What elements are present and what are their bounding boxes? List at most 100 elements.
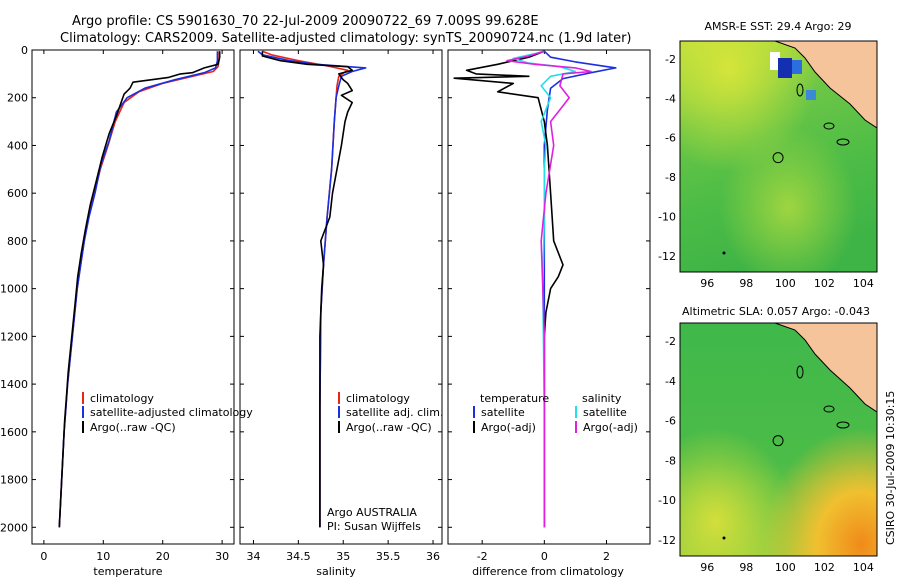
island-outline	[823, 122, 835, 130]
x-tick-label: 34.5	[286, 550, 311, 563]
map-x-tick-label: 100	[775, 561, 796, 574]
island-outline	[796, 365, 804, 379]
argo-pi-label: PI: Susan Wijffels	[327, 520, 421, 533]
x-tick-label: -2	[477, 550, 488, 563]
sst-cool-pixel	[792, 60, 802, 74]
island-outline	[836, 138, 850, 146]
legend-label-temp-argo: Argo(-adj)	[481, 421, 536, 434]
y-tick-label: 1600	[0, 426, 28, 439]
header-line-1: Argo profile: CS 5901630_70 22-Jul-2009 …	[72, 14, 539, 29]
map-y-tick-label: -2	[665, 335, 676, 348]
difference-series-temperature-argo-adj-	[453, 50, 564, 528]
y-tick-label: 800	[7, 235, 28, 248]
map-x-tick-label: 98	[739, 277, 753, 290]
x-tick-label: 0	[40, 550, 47, 563]
map-x-tick-label: 102	[814, 277, 835, 290]
salinity-xlabel: salinity	[316, 565, 356, 578]
sst-missing-data	[770, 52, 780, 70]
legend-heading-temperature: temperature	[480, 392, 549, 405]
y-tick-label: 0	[21, 44, 28, 57]
y-tick-label: 1400	[0, 378, 28, 391]
island-dot	[722, 536, 726, 540]
legend-label-climatology: climatology	[90, 392, 154, 405]
sla-map-frame	[679, 322, 878, 557]
map-x-tick-label: 96	[700, 561, 714, 574]
sumatra-land	[774, 323, 877, 413]
argo-program-label: Argo AUSTRALIA	[327, 506, 417, 519]
plot-series	[58, 50, 617, 528]
credit-timestamp: CSIRO 30-Jul-2009 10:30:15	[884, 391, 897, 545]
temperature-legend: climatology satellite-adjusted climatolo…	[82, 392, 253, 434]
map-x-tick-label: 100	[775, 277, 796, 290]
difference-legend: temperature satellite Argo(-adj) salinit…	[473, 392, 638, 434]
header-line-2: Climatology: CARS2009. Satellite-adjuste…	[60, 31, 632, 46]
legend-heading-salinity: salinity	[582, 392, 622, 405]
legend-label-argo: Argo(..raw -QC)	[346, 421, 432, 434]
sla-map: Altimetric SLA: 0.057 Argo: -0.043	[679, 305, 878, 557]
sla-float-marker	[772, 435, 784, 447]
sla-map-title: Altimetric SLA: 0.057 Argo: -0.043	[682, 305, 870, 318]
salinity-series-satellite	[257, 50, 367, 528]
map-y-tick-label: -8	[665, 171, 676, 184]
map-y-tick-label: -4	[665, 375, 676, 388]
y-tick-label: 600	[7, 187, 28, 200]
island-outline	[823, 405, 835, 413]
sst-map-title: AMSR-E SST: 29.4 Argo: 29	[704, 20, 851, 33]
legend-label-climatology: climatology	[346, 392, 410, 405]
temperature-series-argo	[58, 51, 221, 528]
map-x-tick-label: 104	[853, 277, 874, 290]
sst-cold-pixel	[778, 58, 792, 78]
y-tick-label: 400	[7, 139, 28, 152]
difference-series-temperature-satellite	[543, 50, 617, 528]
island-outline	[836, 421, 850, 429]
x-tick-label: 35.5	[376, 550, 401, 563]
sst-map-frame	[679, 40, 878, 273]
difference-series-salinity-satellite	[512, 50, 577, 528]
map-y-tick-label: -4	[665, 92, 676, 105]
map-y-tick-label: -8	[665, 454, 676, 467]
temperature-axes	[31, 49, 235, 545]
sumatra-land	[774, 41, 877, 129]
salinity-axes	[239, 49, 443, 545]
legend-label-temp-satellite: satellite	[481, 406, 525, 419]
map-x-tick-label: 98	[739, 561, 753, 574]
x-tick-label: 34	[246, 550, 260, 563]
legend-label-satellite: satellite adj. clim.	[346, 406, 443, 419]
x-tick-label: 35	[336, 550, 350, 563]
legend-label-satellite: satellite-adjusted climatology	[90, 406, 253, 419]
x-tick-label: 0	[541, 550, 548, 563]
map-y-tick-label: -10	[658, 494, 676, 507]
map-y-tick-label: -6	[665, 132, 676, 145]
y-tick-label: 1800	[0, 474, 28, 487]
y-tick-label: 2000	[0, 521, 28, 534]
y-tick-label: 200	[7, 92, 28, 105]
map-x-tick-label: 104	[853, 561, 874, 574]
map-x-tick-label: 96	[700, 277, 714, 290]
sst-map: AMSR-E SST: 29.4 Argo: 29	[679, 20, 878, 273]
x-tick-label: 10	[96, 550, 110, 563]
map-y-tick-label: -12	[658, 250, 676, 263]
island-outline	[796, 83, 804, 97]
y-tick-label: 1200	[0, 330, 28, 343]
legend-label-sal-satellite: satellite	[583, 406, 627, 419]
island-dot	[722, 251, 726, 255]
x-tick-label: 20	[156, 550, 170, 563]
temperature-series-climatology	[58, 51, 220, 528]
map-y-tick-label: -6	[665, 415, 676, 428]
map-x-tick-label: 102	[814, 561, 835, 574]
map-y-tick-label: -12	[658, 534, 676, 547]
x-tick-label: 30	[215, 550, 229, 563]
difference-xlabel: difference from climatology	[472, 565, 624, 578]
map-y-tick-label: -2	[665, 53, 676, 66]
salinity-legend: climatology satellite adj. clim. Argo(..…	[338, 392, 443, 434]
difference-axes	[447, 49, 651, 545]
sst-cool-pixel	[806, 90, 816, 100]
legend-label-sal-argo: Argo(-adj)	[583, 421, 638, 434]
x-tick-label: 2	[603, 550, 610, 563]
temperature-series-satellite	[58, 51, 219, 528]
sst-float-marker	[772, 152, 784, 164]
difference-series-salinity-argo-adj-	[506, 50, 592, 528]
legend-label-argo: Argo(..raw -QC)	[90, 421, 176, 434]
map-y-tick-label: -10	[658, 211, 676, 224]
temperature-xlabel: temperature	[93, 565, 162, 578]
